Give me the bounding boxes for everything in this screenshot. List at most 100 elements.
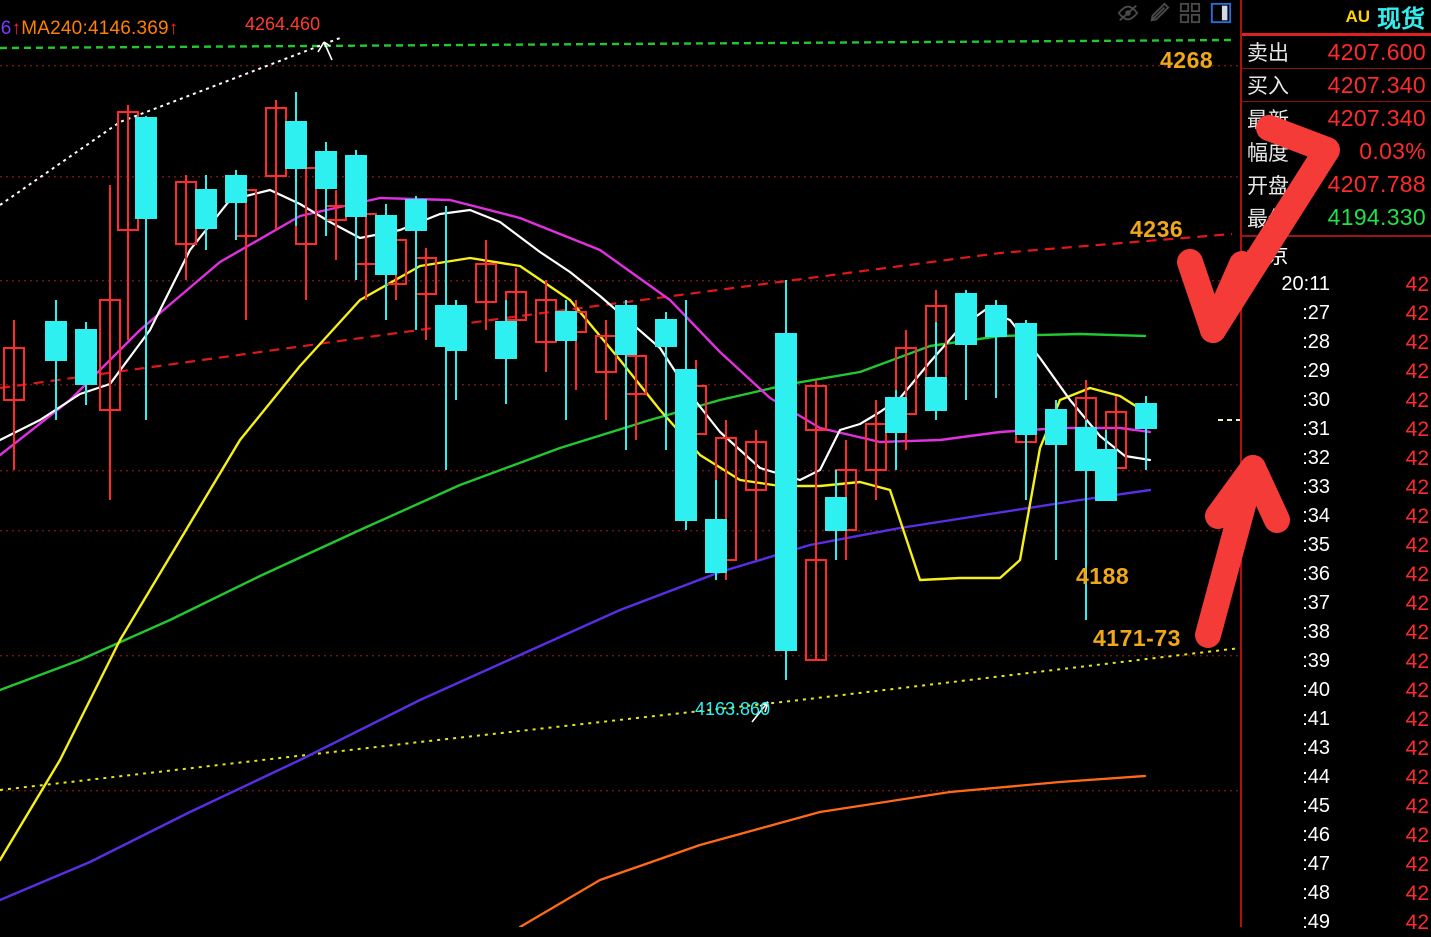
- price-gridlines: [0, 65, 1240, 792]
- quote-name: 现货: [1377, 6, 1425, 33]
- level-label-support-4171-73: 4171-73: [1093, 625, 1181, 651]
- tick-row[interactable]: :29 42: [1242, 357, 1431, 386]
- chart-toolbar[interactable]: [1117, 2, 1232, 24]
- grid-icon[interactable]: [1179, 2, 1201, 24]
- tick-row[interactable]: :36 42: [1242, 560, 1431, 589]
- high-price-marker-label: 4264.460: [245, 14, 321, 34]
- quote-row-low: 最低 4194.330: [1242, 201, 1431, 234]
- tick-row[interactable]: :47 42: [1242, 850, 1431, 879]
- tick-time: :38: [1302, 621, 1330, 643]
- tick-row[interactable]: :33 42: [1242, 473, 1431, 502]
- ma-arrow-up-suffix: ↑: [168, 18, 179, 39]
- tick-price: 42: [1405, 823, 1429, 847]
- quote-value-ask: 4207.600: [1327, 38, 1426, 65]
- tick-time: :45: [1302, 795, 1330, 817]
- quote-top-divider: [1242, 33, 1431, 36]
- tick-price: 42: [1405, 765, 1429, 789]
- tick-city-label: 北京: [1246, 245, 1289, 268]
- ma-magenta-line: [0, 196, 1152, 457]
- tick-row[interactable]: :45 42: [1242, 792, 1431, 821]
- quote-label-change: 幅度: [1247, 141, 1289, 165]
- pencil-icon[interactable]: [1148, 2, 1170, 24]
- quote-label-bid: 买入: [1247, 75, 1289, 98]
- tick-row[interactable]: :34 42: [1242, 502, 1431, 531]
- tick-time: :35: [1302, 534, 1330, 556]
- tick-price: 42: [1405, 678, 1429, 702]
- tick-row[interactable]: :44 42: [1242, 763, 1431, 792]
- tick-time: :44: [1302, 766, 1330, 788]
- tick-row[interactable]: :38 42: [1242, 618, 1431, 647]
- quote-row-open: 开盘 4207.788: [1242, 168, 1431, 201]
- tick-price: 42: [1405, 475, 1429, 499]
- tick-time: :41: [1302, 708, 1330, 730]
- tick-time: :37: [1302, 592, 1330, 614]
- tick-price: 42: [1405, 504, 1429, 528]
- ma-arrow-up-prefix: ↑: [11, 18, 22, 39]
- tick-row[interactable]: :32 42: [1242, 444, 1431, 473]
- candlestick-series: [3, 92, 1157, 680]
- quote-row-change: 幅度 0.03%: [1242, 135, 1431, 168]
- tick-time: :34: [1302, 505, 1330, 527]
- tick-row[interactable]: :40 42: [1242, 676, 1431, 705]
- tick-price: 42: [1405, 736, 1429, 760]
- tick-row[interactable]: :30 42: [1242, 386, 1431, 415]
- tick-time: :30: [1302, 389, 1330, 411]
- tick-row[interactable]: :46 42: [1242, 821, 1431, 850]
- tick-price: 42: [1405, 388, 1429, 412]
- ma-orange-line: [518, 774, 1147, 927]
- tick-price: 42: [1405, 852, 1429, 876]
- tick-time: :31: [1302, 418, 1330, 440]
- tick-row[interactable]: :35 42: [1242, 531, 1431, 560]
- tick-row[interactable]: :41 42: [1242, 705, 1431, 734]
- tick-price: 42: [1405, 562, 1429, 586]
- quote-symbol: AU: [1345, 6, 1370, 26]
- tick-price: 42: [1405, 591, 1429, 615]
- quote-value-change: 0.03%: [1359, 138, 1426, 164]
- tick-row[interactable]: :43 42: [1242, 734, 1431, 763]
- tick-time: :40: [1302, 679, 1330, 701]
- ma-indicator-readout: 66↑MA240:4146.369↑: [0, 18, 179, 40]
- tick-time: :32: [1302, 447, 1330, 469]
- tick-price: 42: [1405, 620, 1429, 644]
- quote-label-ask: 卖出: [1247, 42, 1289, 65]
- tick-row[interactable]: :28 42: [1242, 328, 1431, 357]
- tick-price: 42: [1405, 359, 1429, 383]
- tick-price: 42: [1405, 301, 1429, 325]
- quote-value-low: 4194.330: [1327, 204, 1426, 230]
- quote-label-last: 最新: [1247, 108, 1289, 132]
- marker-leader-lines: [317, 41, 769, 723]
- eye-icon[interactable]: [1117, 2, 1139, 24]
- quote-row-ask: 卖出 4207.600: [1242, 36, 1431, 69]
- quote-value-bid: 4207.340: [1327, 71, 1426, 98]
- price-chart-pane[interactable]: 66↑MA240:4146.369↑ 4264.460 4163.860 426…: [0, 0, 1240, 927]
- layout-icon[interactable]: [1210, 2, 1232, 24]
- tick-row[interactable]: :48 42: [1242, 879, 1431, 908]
- quote-row-bid: 买入 4207.340: [1242, 69, 1431, 102]
- tick-row[interactable]: 20:11 42: [1242, 270, 1431, 299]
- tick-time: 20:11: [1281, 273, 1330, 295]
- quote-value-last: 4207.340: [1327, 105, 1426, 131]
- tick-row[interactable]: :27 42: [1242, 299, 1431, 328]
- tick-time: :49: [1302, 911, 1330, 933]
- ma-green-line: [0, 332, 1147, 692]
- ma-blue-line: [0, 488, 1152, 902]
- chart-canvas[interactable]: [0, 0, 1240, 927]
- tick-row[interactable]: :31 42: [1242, 415, 1431, 444]
- quote-panel[interactable]: AU 现货 卖出 4207.600 买入 4207.340 最新 4207.34…: [1240, 0, 1431, 934]
- quote-label-low: 最低: [1247, 207, 1289, 231]
- tick-price: 42: [1405, 272, 1429, 296]
- tick-list[interactable]: 20:11 42:27 42:28 42:29 42:30 42:31 42:32 42:33…: [1242, 270, 1431, 937]
- tick-row[interactable]: :39 42: [1242, 647, 1431, 676]
- tick-row[interactable]: :37 42: [1242, 589, 1431, 618]
- tick-row[interactable]: :49 42: [1242, 908, 1431, 937]
- level-label-resistance-4268: 4268: [1160, 47, 1214, 73]
- quote-row-last: 最新 4207.340: [1242, 102, 1431, 135]
- level-label-resistance-4236: 4236: [1130, 216, 1184, 242]
- tick-time: :29: [1302, 360, 1330, 382]
- quote-label-open: 开盘: [1247, 174, 1289, 198]
- tick-time: :28: [1302, 331, 1330, 353]
- tick-time: :46: [1302, 824, 1330, 846]
- trend-channel-lines: [0, 37, 1240, 791]
- quote-title: AU 现货: [1242, 0, 1431, 33]
